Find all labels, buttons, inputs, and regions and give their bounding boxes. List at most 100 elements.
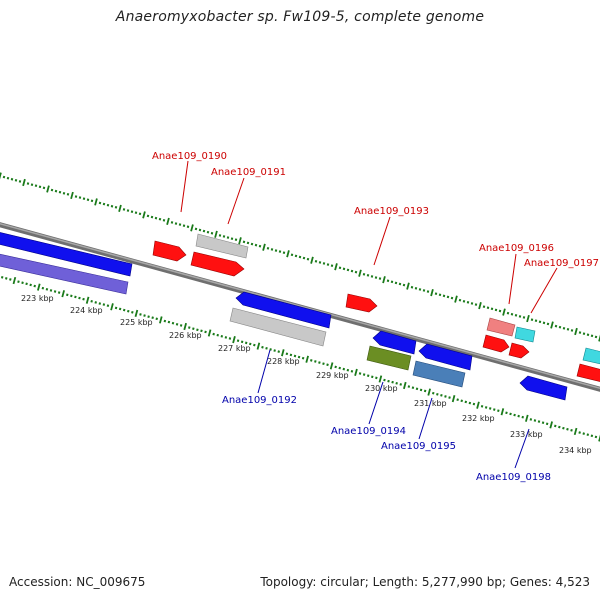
inner-track-minor-tick [151, 316, 154, 320]
inner-track-major-tick [525, 414, 529, 422]
inner-track-minor-tick [224, 336, 228, 339]
gene-feature-pink[interactable] [486, 317, 516, 337]
inner-track-minor-tick [570, 429, 573, 432]
gene-feature-silver[interactable] [229, 307, 327, 347]
gene-feature-silver[interactable] [195, 233, 249, 259]
gene-label-anae109-0194[interactable]: Anae109_0194 [331, 426, 406, 437]
outer-track-minor-tick [266, 247, 270, 250]
outer-track-minor-tick [418, 288, 422, 291]
outer-track-minor-tick [290, 253, 294, 257]
outer-track-minor-tick [234, 238, 238, 242]
gene-label-anae109-0192[interactable]: Anae109_0192 [222, 395, 297, 406]
outer-track-minor-tick [422, 289, 426, 292]
inner-track-minor-tick [566, 427, 569, 431]
outer-track-minor-tick [62, 191, 66, 195]
tick-label: 232 kbp [462, 414, 495, 423]
outer-track-major-tick [22, 178, 26, 187]
outer-track-minor-tick [354, 270, 358, 274]
inner-track-minor-tick [25, 282, 28, 286]
outer-track-minor-tick [110, 204, 114, 208]
gene-feature-anae109-0194[interactable] [366, 345, 412, 371]
outer-track-minor-tick [386, 279, 390, 283]
outer-track-minor-tick [546, 322, 550, 326]
outer-track-minor-tick [294, 254, 298, 258]
outer-track-minor-tick [74, 195, 78, 198]
gene-feature-blue[interactable] [0, 230, 133, 277]
inner-track-minor-tick [139, 313, 142, 316]
inner-track-major-tick [110, 303, 114, 311]
inner-track-minor-tick [0, 275, 4, 279]
inner-track-minor-tick [395, 382, 398, 385]
inner-track-minor-tick [497, 409, 500, 412]
inner-track-minor-tick [383, 378, 386, 382]
outer-track-minor-tick [154, 216, 158, 220]
inner-track-minor-tick [253, 343, 256, 347]
inner-track-minor-tick [155, 317, 158, 321]
gene-label-anae109-0195[interactable]: Anae109_0195 [381, 441, 456, 452]
outer-track-minor-tick [534, 319, 538, 323]
inner-track-minor-tick [106, 304, 110, 308]
inner-track-major-tick [159, 316, 163, 324]
inner-track-minor-tick [318, 361, 321, 364]
gene-label-anae109-0196[interactable]: Anae109_0196 [479, 243, 554, 254]
outer-track-major-tick [286, 250, 290, 258]
outer-track-minor-tick [10, 177, 14, 181]
outer-track-minor-tick [562, 326, 566, 330]
gene-feature-anae109-0195[interactable] [412, 360, 466, 388]
genome-summary: Topology: circular; Length: 5,277,990 bp… [260, 575, 590, 589]
inner-track-minor-tick [5, 277, 8, 280]
outer-track-minor-tick [270, 248, 274, 251]
inner-track-minor-tick [484, 406, 488, 409]
outer-track-minor-tick [90, 199, 94, 203]
inner-track-minor-tick [188, 326, 191, 329]
inner-track-major-tick [500, 408, 505, 416]
inner-track-minor-tick [277, 350, 280, 353]
gene-label-anae109-0193[interactable]: Anae109_0193 [354, 206, 429, 217]
gene-label-anae109-0190[interactable]: Anae109_0190 [152, 151, 227, 162]
outer-track-minor-tick [186, 225, 190, 229]
gene-feature-blue[interactable] [418, 343, 473, 371]
leader-anae109-0192 [257, 349, 271, 394]
outer-track-minor-tick [126, 209, 130, 212]
gene-feature-anae109-0197[interactable] [508, 342, 530, 359]
outer-track-minor-tick [414, 286, 418, 290]
outer-track-minor-tick [82, 197, 86, 201]
leader-anae109-0193 [373, 216, 391, 266]
genes-value: 4,523 [555, 575, 590, 589]
gene-feature-cyan[interactable] [514, 326, 536, 343]
gene-feature-anae109-0191[interactable] [190, 251, 245, 277]
gene-feature-anae109-0193[interactable] [345, 293, 378, 313]
inner-track-minor-tick [293, 354, 297, 358]
inner-track-minor-tick [399, 383, 402, 386]
outer-track-minor-tick [594, 335, 598, 339]
gene-feature-anae109-0196[interactable] [482, 334, 510, 353]
gene-feature-anae109-0190[interactable] [152, 240, 187, 262]
gene-feature-blue[interactable] [372, 330, 417, 355]
gene-feature-red[interactable] [576, 363, 600, 384]
outer-track-minor-tick [326, 263, 330, 266]
gene-feature-cyan[interactable] [582, 347, 600, 366]
accession-label: Accession: [9, 575, 73, 589]
gene-feature-anae109-0192[interactable] [235, 291, 332, 329]
inner-track-major-tick [183, 322, 187, 331]
tick-label: 227 kbp [218, 344, 251, 353]
outer-track-minor-tick [178, 223, 182, 226]
outer-track-major-tick [550, 321, 554, 329]
gene-feature-purple[interactable] [0, 252, 129, 295]
inner-track-minor-tick [517, 414, 520, 418]
outer-track-minor-tick [58, 190, 62, 194]
topology-value: circular [320, 575, 365, 589]
gene-label-anae109-0191[interactable]: Anae109_0191 [211, 167, 286, 178]
inner-track-minor-tick [82, 297, 85, 301]
inner-track-minor-tick [529, 418, 533, 421]
gene-label-anae109-0197[interactable]: Anae109_0197 [524, 258, 599, 269]
outer-track-minor-tick [398, 282, 402, 286]
gene-label-anae109-0198[interactable]: Anae109_0198 [476, 472, 551, 483]
leader-anae109-0190 [180, 160, 189, 213]
inner-track-minor-tick [436, 392, 439, 396]
gene-feature-anae109-0198[interactable] [519, 375, 568, 401]
inner-track-minor-tick [249, 342, 252, 346]
inner-track-minor-tick [163, 319, 167, 323]
inner-track-minor-tick [488, 407, 492, 410]
